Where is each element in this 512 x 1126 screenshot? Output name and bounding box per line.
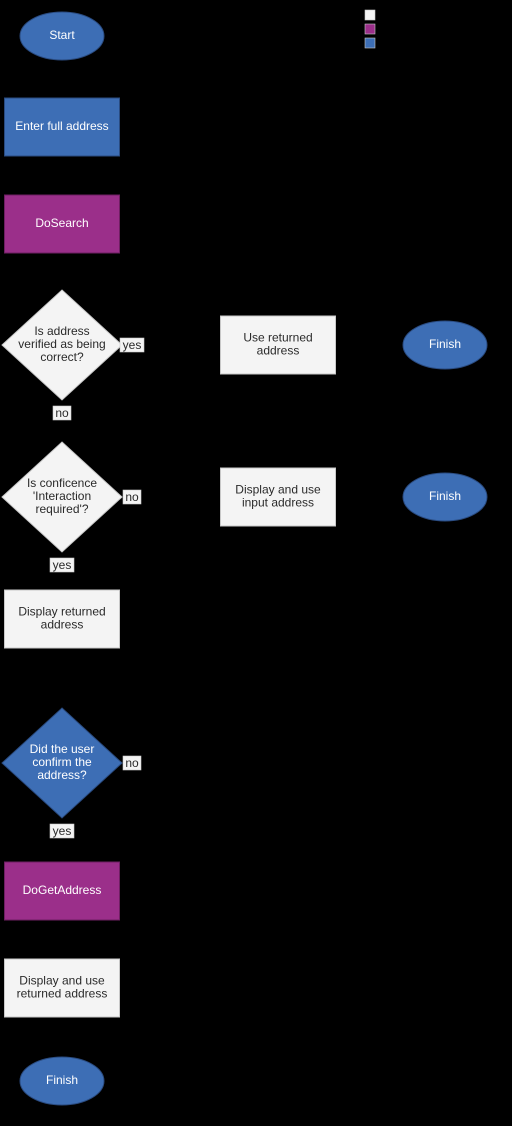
legend-swatch <box>365 24 375 34</box>
edge-label: no <box>125 756 139 770</box>
edge-label: yes <box>53 558 72 572</box>
node-start: Start <box>20 12 104 60</box>
node-r3: Display returnedaddress <box>5 590 120 648</box>
node-label: 'Interaction <box>33 489 91 503</box>
node-label: Finish <box>429 337 461 351</box>
node-label: address <box>257 344 300 358</box>
edge-label: no <box>55 406 69 420</box>
node-label: Finish <box>429 489 461 503</box>
edge-label: yes <box>123 338 142 352</box>
node-label: returned address <box>17 987 108 1001</box>
node-search: DoSearch <box>5 195 120 253</box>
node-label: Start <box>49 28 75 42</box>
node-label: Use returned <box>243 331 312 345</box>
node-label: correct? <box>40 350 84 364</box>
node-getaddr: DoGetAddress <box>5 862 120 920</box>
node-label: Display and use <box>19 974 105 988</box>
node-label: address? <box>37 768 87 782</box>
legend-swatch <box>365 10 375 20</box>
edge-label: no <box>125 490 139 504</box>
node-label: required'? <box>36 502 89 516</box>
node-label: confirm the <box>32 755 92 769</box>
node-label: Is conficence <box>27 476 97 490</box>
edge-label: yes <box>53 824 72 838</box>
flowchart-canvas: Start Enter full address DoSearch Is addres… <box>0 0 512 1126</box>
node-label: Display and use <box>235 483 321 497</box>
node-label: Enter full address <box>15 119 108 133</box>
node-label: Display returned <box>18 605 105 619</box>
node-r4: Display and usereturned address <box>5 959 120 1017</box>
node-f2: Finish <box>403 473 487 521</box>
node-label: verified as being <box>18 337 105 351</box>
node-r1: Use returnedaddress <box>221 316 336 374</box>
legend-swatch <box>365 38 375 48</box>
node-label: Is address <box>34 324 89 338</box>
node-label: DoSearch <box>35 216 88 230</box>
node-label: DoGetAddress <box>23 883 102 897</box>
node-label: input address <box>242 496 314 510</box>
node-enter: Enter full address <box>5 98 120 156</box>
node-label: Did the user <box>30 742 95 756</box>
node-f3: Finish <box>20 1057 104 1105</box>
node-r2: Display and useinput address <box>221 468 336 526</box>
node-label: address <box>41 618 84 632</box>
node-label: Finish <box>46 1073 78 1087</box>
node-f1: Finish <box>403 321 487 369</box>
